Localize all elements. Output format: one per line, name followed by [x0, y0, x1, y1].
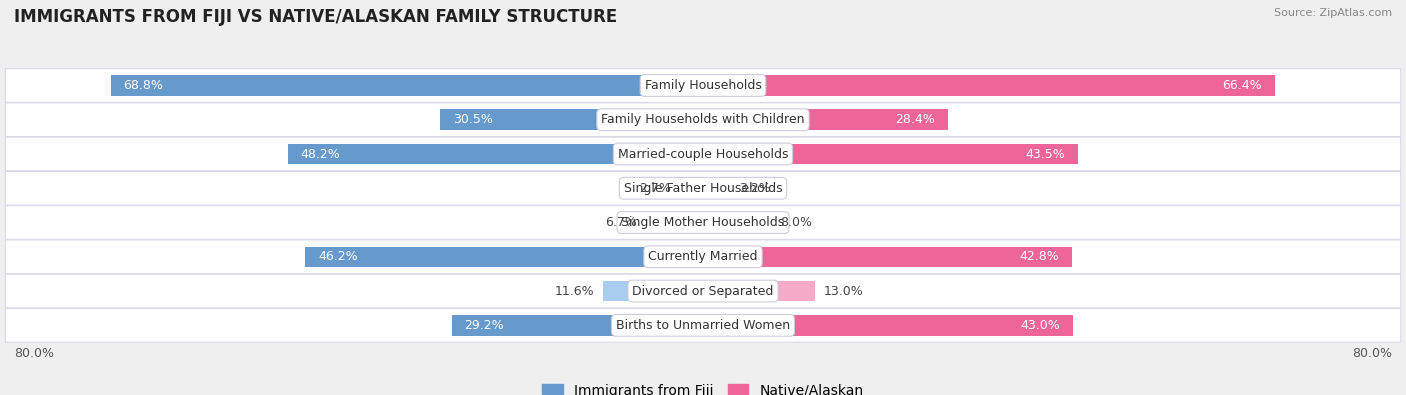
- Text: Family Households: Family Households: [644, 79, 762, 92]
- Bar: [703, 144, 1077, 164]
- FancyBboxPatch shape: [6, 308, 1400, 342]
- FancyBboxPatch shape: [6, 137, 1400, 171]
- Text: 8.0%: 8.0%: [780, 216, 813, 229]
- Text: Births to Unmarried Women: Births to Unmarried Women: [616, 319, 790, 332]
- Text: Family Households with Children: Family Households with Children: [602, 113, 804, 126]
- Bar: [603, 281, 703, 301]
- Legend: Immigrants from Fiji, Native/Alaskan: Immigrants from Fiji, Native/Alaskan: [537, 378, 869, 395]
- Bar: [703, 178, 731, 199]
- Text: 30.5%: 30.5%: [453, 113, 494, 126]
- FancyBboxPatch shape: [6, 240, 1400, 274]
- Text: 11.6%: 11.6%: [555, 284, 595, 297]
- Text: Source: ZipAtlas.com: Source: ZipAtlas.com: [1274, 8, 1392, 18]
- Text: 48.2%: 48.2%: [301, 147, 340, 160]
- FancyBboxPatch shape: [6, 171, 1400, 205]
- Bar: [305, 246, 703, 267]
- Bar: [703, 109, 948, 130]
- Text: Currently Married: Currently Married: [648, 250, 758, 263]
- Text: 29.2%: 29.2%: [464, 319, 505, 332]
- Bar: [288, 144, 703, 164]
- Text: IMMIGRANTS FROM FIJI VS NATIVE/ALASKAN FAMILY STRUCTURE: IMMIGRANTS FROM FIJI VS NATIVE/ALASKAN F…: [14, 8, 617, 26]
- Bar: [679, 178, 703, 199]
- FancyBboxPatch shape: [6, 103, 1400, 137]
- Text: 80.0%: 80.0%: [14, 346, 53, 359]
- Bar: [451, 315, 703, 336]
- Bar: [703, 281, 815, 301]
- Text: 68.8%: 68.8%: [124, 79, 163, 92]
- Text: 6.7%: 6.7%: [605, 216, 637, 229]
- Bar: [703, 75, 1275, 96]
- FancyBboxPatch shape: [6, 206, 1400, 239]
- Text: 2.7%: 2.7%: [640, 182, 671, 195]
- Text: 28.4%: 28.4%: [894, 113, 935, 126]
- FancyBboxPatch shape: [6, 69, 1400, 102]
- Text: 42.8%: 42.8%: [1019, 250, 1059, 263]
- Text: 13.0%: 13.0%: [824, 284, 863, 297]
- Text: Divorced or Separated: Divorced or Separated: [633, 284, 773, 297]
- FancyBboxPatch shape: [6, 274, 1400, 308]
- Bar: [703, 315, 1073, 336]
- Bar: [440, 109, 703, 130]
- Bar: [111, 75, 703, 96]
- Bar: [703, 212, 772, 233]
- Text: 80.0%: 80.0%: [1353, 346, 1392, 359]
- Bar: [703, 246, 1071, 267]
- Text: 46.2%: 46.2%: [318, 250, 357, 263]
- Text: 66.4%: 66.4%: [1222, 79, 1263, 92]
- Text: 3.2%: 3.2%: [740, 182, 770, 195]
- Text: Single Mother Households: Single Mother Households: [621, 216, 785, 229]
- Text: Single Father Households: Single Father Households: [624, 182, 782, 195]
- Text: Married-couple Households: Married-couple Households: [617, 147, 789, 160]
- Text: 43.0%: 43.0%: [1021, 319, 1060, 332]
- Text: 43.5%: 43.5%: [1025, 147, 1064, 160]
- Bar: [645, 212, 703, 233]
